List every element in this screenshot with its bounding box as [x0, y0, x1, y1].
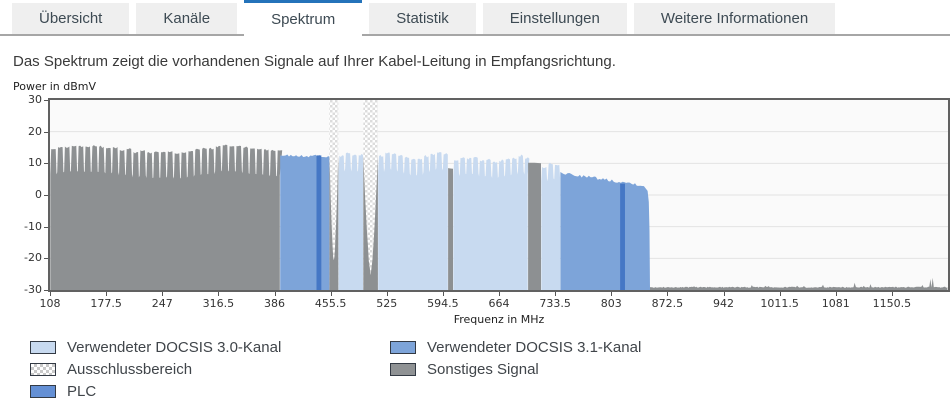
x-tick-label: 177.5 [90, 297, 122, 310]
tab-uebersicht[interactable]: Übersicht [12, 3, 130, 34]
x-tick-mark [330, 292, 332, 296]
y-tick-mark [44, 100, 48, 101]
legend-item-sonstiges-signal: Sonstiges Signal [390, 358, 641, 380]
docsis30-swatch-icon [30, 340, 56, 354]
plot-area [48, 98, 950, 292]
y-tick-mark [44, 195, 48, 196]
x-tick-label: 1081 [821, 297, 850, 310]
y-tick-mark [44, 163, 48, 165]
tab-spektrum[interactable]: Spektrum [244, 0, 363, 36]
x-tick-label: 247 [151, 297, 173, 310]
x-tick-label: 664 [488, 297, 510, 310]
y-tick-label: -20 [24, 251, 42, 265]
x-tick-label: 594.5 [427, 297, 459, 310]
legend-item-docsis31: Verwendeter DOCSIS 3.1-Kanal [390, 336, 641, 358]
legend-label: Verwendeter DOCSIS 3.0-Kanal [67, 338, 282, 356]
x-tick-mark [274, 292, 276, 296]
x-tick-mark [442, 292, 444, 296]
legend-label: Ausschlussbereich [67, 360, 193, 378]
x-tick-mark [50, 292, 51, 296]
docsis31-swatch-icon [390, 340, 416, 354]
x-tick-mark [723, 292, 725, 296]
x-tick-mark [835, 292, 837, 296]
y-tick-label: -10 [24, 219, 42, 233]
x-tick-mark [611, 292, 613, 296]
y-tick-label: 0 [35, 188, 42, 201]
y-tick-label: 10 [28, 156, 42, 170]
legend-item-docsis30: Verwendeter DOCSIS 3.0-Kanal [30, 336, 390, 358]
x-tick-mark [218, 292, 220, 296]
x-tick-label: 872.5 [651, 297, 684, 310]
x-tick-mark [499, 292, 500, 296]
x-tick-mark [667, 292, 669, 296]
x-tick-label: 525 [376, 297, 398, 310]
y-tick-label: 20 [28, 124, 42, 138]
tab-bar: Übersicht Kanäle Spektrum Statistik Eins… [0, 0, 950, 36]
y-tick-mark [44, 131, 48, 133]
tab-einstellungen[interactable]: Einstellungen [482, 3, 627, 34]
legend-column-left: Verwendeter DOCSIS 3.0-Kanal Ausschlussb… [30, 336, 390, 402]
y-tick-label: -30 [24, 283, 42, 296]
x-tick-mark [779, 292, 781, 296]
tab-kanaele[interactable]: Kanäle [136, 3, 238, 34]
y-tick-label: 30 [28, 93, 42, 106]
legend-label: Sonstiges Signal [427, 360, 539, 378]
page-description: Das Spektrum zeigt die vorhandenen Signa… [13, 53, 616, 70]
x-tick-mark [891, 292, 893, 296]
x-tick-label: 942 [713, 297, 734, 310]
plc-swatch-icon [30, 384, 56, 398]
legend-label: PLC [67, 382, 97, 400]
x-tick-label: 733.5 [539, 297, 571, 310]
x-tick-label: 108 [39, 297, 61, 310]
x-tick-label: 803 [600, 297, 622, 310]
x-tick-mark [555, 292, 557, 296]
tab-statistik[interactable]: Statistik [369, 3, 476, 34]
ausschluss-swatch-icon [30, 362, 56, 376]
x-tick-label: 455.5 [314, 297, 347, 310]
x-tick-label: 316.5 [202, 297, 235, 310]
y-tick-mark [44, 226, 48, 228]
x-tick-label: 1011.5 [760, 297, 799, 310]
x-tick-mark [162, 292, 164, 296]
y-tick-mark [44, 258, 48, 260]
legend-item-plc: PLC [30, 380, 390, 402]
tab-weitere-informationen[interactable]: Weitere Informationen [633, 3, 836, 34]
x-tick-mark [386, 292, 388, 296]
spectrum-svg [50, 100, 948, 290]
legend-column-right: Verwendeter DOCSIS 3.1-Kanal Sonstiges S… [390, 336, 641, 402]
legend-item-ausschlussbereich: Ausschlussbereich [30, 358, 390, 380]
x-tick-mark [106, 292, 108, 296]
legend-label: Verwendeter DOCSIS 3.1-Kanal [427, 338, 642, 356]
chart-legend: Verwendeter DOCSIS 3.0-Kanal Ausschlussb… [30, 336, 950, 402]
spectrum-chart: Power in dBmV Frequenz in MHz 30 20 10 0 -10… [0, 80, 950, 332]
x-tick-label: 1150.5 [872, 297, 912, 310]
y-tick-mark [44, 290, 48, 291]
x-tick-label: 386 [264, 297, 285, 310]
y-axis-title: Power in dBmV [13, 80, 97, 93]
sonstiges-swatch-icon [390, 362, 416, 376]
x-axis-title: Frequenz in MHz [453, 313, 545, 326]
